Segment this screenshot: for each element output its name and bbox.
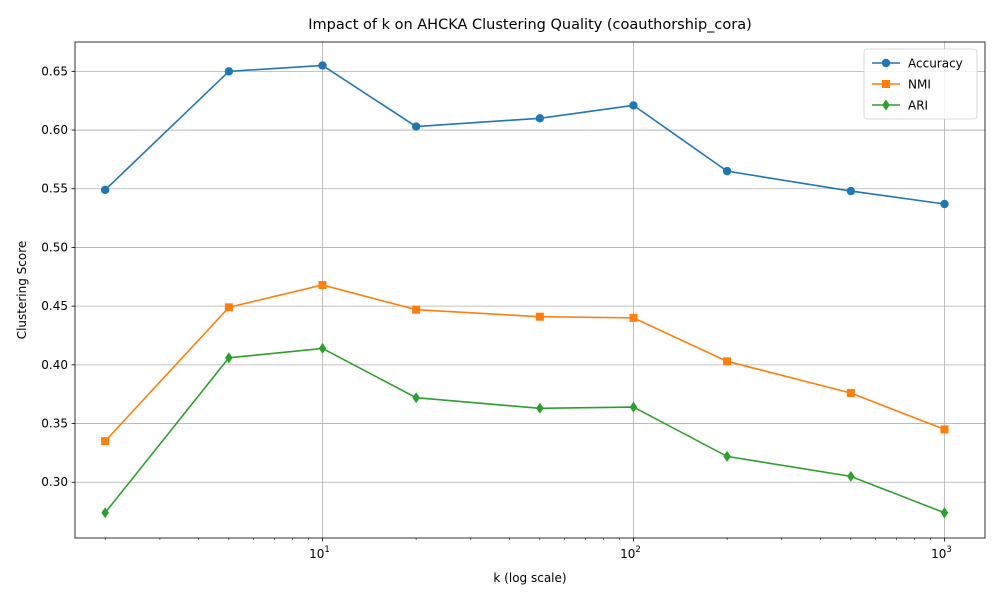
data-point — [100, 185, 110, 195]
data-point — [318, 281, 327, 290]
data-point — [629, 401, 638, 413]
legend-box — [863, 48, 978, 120]
y-tick-label: 0.50 — [41, 240, 68, 254]
y-axis-label: Clustering Score — [15, 241, 29, 340]
data-point — [101, 437, 110, 446]
x-tick-label: 101 — [309, 545, 330, 561]
data-point — [940, 425, 949, 434]
data-point — [629, 101, 638, 110]
data-point — [846, 389, 855, 398]
data-point — [940, 199, 949, 209]
data-point — [629, 313, 638, 322]
data-point — [882, 99, 890, 111]
y-axis-ticks: 0.30 0.35 0.40 0.45 0.50 0.55 0.60 0.65 — [41, 64, 75, 489]
y-tick-label: 0.30 — [41, 475, 68, 489]
x-tick-label: 102 — [620, 545, 641, 561]
data-point — [412, 305, 421, 314]
data-point — [882, 80, 890, 88]
data-point — [722, 166, 732, 176]
data-point — [318, 342, 327, 354]
data-point — [846, 186, 856, 196]
plot-frame — [74, 41, 986, 539]
legend-label: ARI — [908, 99, 928, 113]
y-tick-label: 0.40 — [41, 358, 68, 372]
data-point — [723, 357, 732, 366]
x-tick-exponent: 1 — [324, 545, 329, 555]
y-tick-label: 0.45 — [41, 299, 68, 313]
data-point — [224, 303, 233, 312]
legend-label: NMI — [908, 78, 931, 92]
data-point — [318, 61, 327, 70]
chart-title: Impact of k on AHCKA Clustering Quality … — [308, 17, 752, 33]
x-tick-exponent: 3 — [946, 545, 951, 555]
data-point — [411, 122, 421, 131]
y-tick-label: 0.55 — [41, 182, 68, 196]
x-tick-base: 10 — [931, 547, 946, 561]
data-point — [536, 402, 544, 414]
legend-label: Accuracy — [908, 57, 963, 71]
y-tick-label: 0.60 — [41, 123, 68, 137]
data-point — [101, 507, 109, 519]
data-point — [535, 114, 545, 123]
y-tick-label: 0.35 — [41, 417, 68, 431]
series-layer — [100, 61, 949, 519]
series-accuracy — [100, 61, 949, 209]
legend-item-accuracy: Accuracy — [872, 57, 963, 71]
data-point — [412, 392, 420, 404]
x-axis-label: k (log scale) — [493, 571, 566, 585]
x-axis-ticks: 101 102 103 — [309, 538, 952, 561]
legend-item-ari: ARI — [872, 99, 928, 113]
y-tick-label: 0.65 — [41, 64, 68, 78]
x-tick-label: 103 — [931, 545, 952, 561]
data-point — [723, 450, 731, 462]
data-point — [940, 507, 949, 519]
x-tick-base: 10 — [620, 547, 635, 561]
legend: Accuracy NMI ARI — [863, 48, 978, 120]
data-point — [224, 67, 234, 76]
data-point — [535, 312, 544, 321]
series-nmi — [101, 281, 949, 446]
x-tick-exponent: 2 — [635, 545, 640, 555]
data-point — [881, 58, 891, 68]
legend-item-nmi: NMI — [872, 78, 931, 92]
x-tick-base: 10 — [309, 547, 324, 561]
data-point — [847, 470, 855, 482]
data-point — [225, 352, 233, 364]
series-ari — [101, 342, 949, 519]
